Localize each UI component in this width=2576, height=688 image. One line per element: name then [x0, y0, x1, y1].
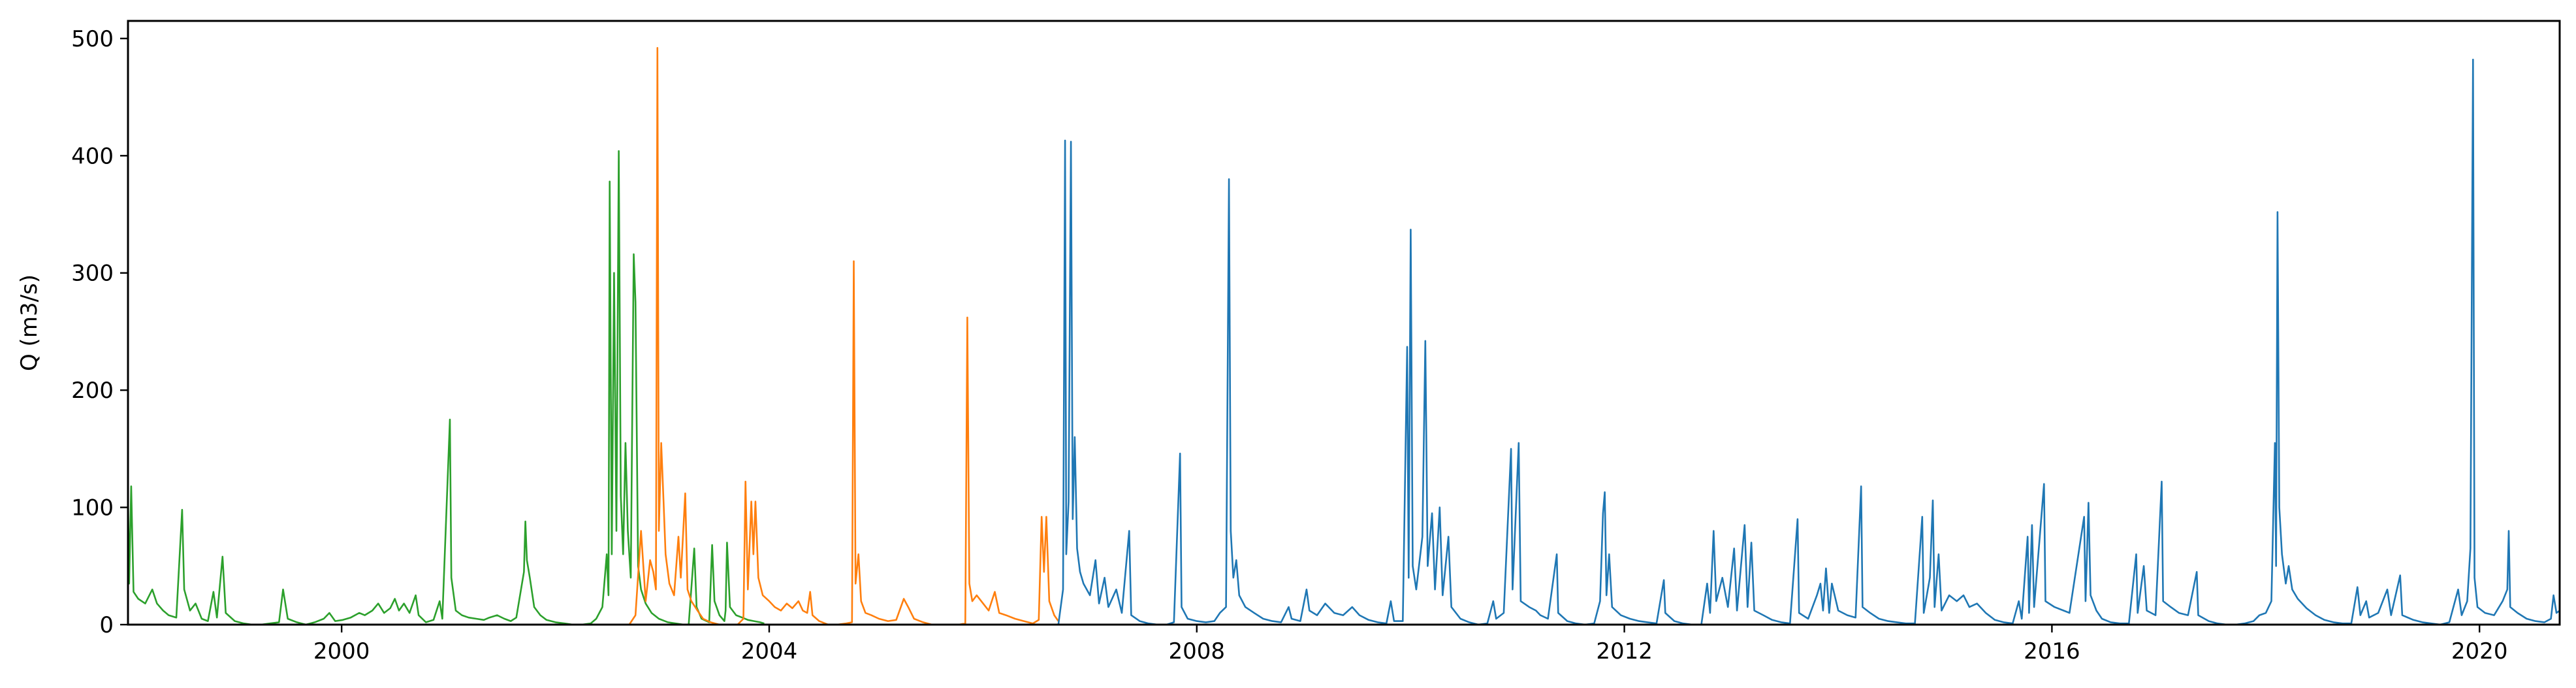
- y-tick-label: 100: [71, 495, 114, 521]
- series-line-1: [128, 150, 765, 625]
- axes-frame: [127, 20, 2561, 626]
- x-tick-label: 2020: [2451, 638, 2508, 664]
- x-tick-label: 2004: [741, 638, 798, 664]
- x-tick-label: 2000: [313, 638, 370, 664]
- x-tick-label: 2012: [1596, 638, 1653, 664]
- y-tick-label: 0: [99, 612, 114, 638]
- series-layer: [128, 47, 2560, 625]
- y-axis: 0 100 200 300 400 500: [71, 26, 128, 638]
- series-line-3: [1057, 58, 2560, 625]
- y-tick-label: 500: [71, 26, 114, 52]
- x-tick-label: 2016: [2024, 638, 2080, 664]
- y-axis-label: Q (m3/s): [16, 274, 42, 371]
- series-line-2: [628, 47, 1059, 625]
- x-axis: 2000 2004 2008 2012 2016 2020: [313, 625, 2508, 664]
- y-tick-label: 200: [71, 378, 114, 404]
- x-tick-label: 2008: [1169, 638, 1226, 664]
- y-tick-label: 300: [71, 261, 114, 287]
- y-tick-label: 400: [71, 143, 114, 169]
